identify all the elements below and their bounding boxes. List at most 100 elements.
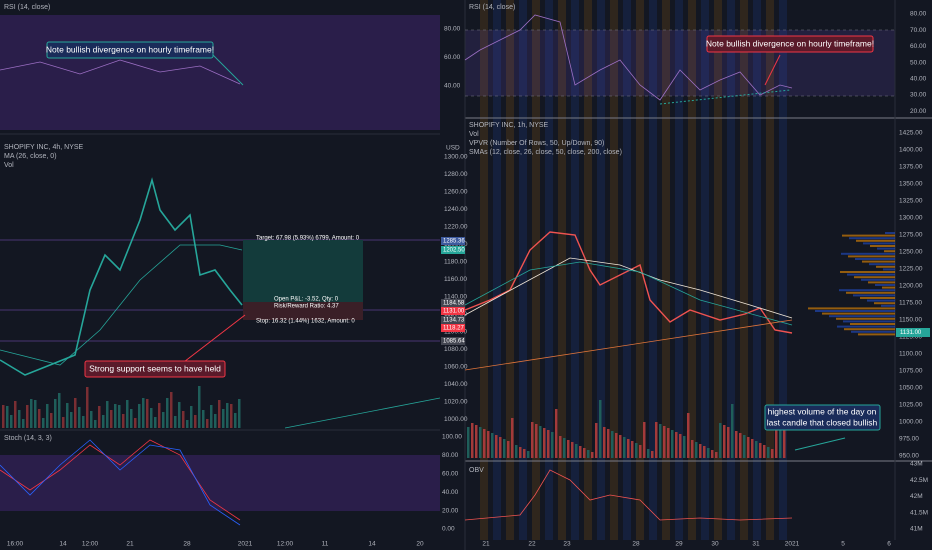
- volume-bar: [106, 401, 109, 428]
- stop-zone: [243, 302, 363, 320]
- axis-label: 1140.00: [444, 294, 467, 301]
- session-band: [649, 0, 657, 540]
- axis-label: 50.00: [910, 59, 927, 66]
- session-band: [688, 0, 696, 540]
- axis-label: 60.00: [442, 471, 459, 478]
- profile-row: [836, 317, 895, 320]
- volume-bar: [727, 427, 730, 458]
- volume-bar: [639, 445, 642, 458]
- volume-bar: [226, 403, 229, 428]
- profile-row: [885, 232, 895, 234]
- stoch-d: [0, 439, 241, 521]
- profile-row: [869, 263, 895, 266]
- session-band: [545, 0, 553, 540]
- volume-bar: [230, 404, 233, 428]
- profile-row: [853, 294, 895, 297]
- volume-bar: [198, 386, 201, 428]
- axis-label: 80.00: [442, 452, 459, 459]
- volume-bar: [178, 402, 181, 428]
- profile-row: [829, 315, 895, 318]
- annotation: highest volume of the day on: [768, 406, 877, 416]
- volume-bar: [663, 426, 666, 458]
- axis-label: 1400.00: [899, 147, 923, 154]
- volume-bar: [234, 413, 237, 428]
- profile-row: [882, 286, 895, 289]
- axis-label: 40.00: [444, 83, 461, 90]
- axis-label: 1175.00: [899, 300, 922, 307]
- price-badge-label: 1118.27: [443, 326, 464, 332]
- profile-row: [876, 265, 895, 268]
- note-arrow: [179, 314, 246, 366]
- volume-bar: [2, 405, 5, 428]
- volume-bar: [655, 422, 658, 458]
- axis-label: 1075.00: [899, 368, 923, 375]
- volume-bar: [783, 424, 786, 458]
- time-label: 14: [368, 541, 376, 548]
- volume-bar: [166, 398, 169, 428]
- axis-label: 1275.00: [899, 232, 923, 239]
- price-badge-label: 1131.00: [443, 309, 465, 315]
- volume-bar: [623, 437, 626, 458]
- volume-bar: [74, 398, 77, 428]
- profile-row: [808, 307, 895, 310]
- volume-bar: [22, 419, 25, 428]
- volume-bar: [719, 423, 722, 458]
- axis-label: 1000.00: [899, 419, 923, 426]
- time-label: 20: [416, 541, 424, 548]
- session-band: [753, 0, 761, 540]
- volume-bar: [214, 414, 217, 428]
- profile-row: [843, 320, 895, 323]
- volume-bar: [162, 412, 165, 428]
- callout-box: [706, 35, 874, 53]
- volume-bar: [691, 440, 694, 458]
- volume-bar: [643, 422, 646, 458]
- volume-bar: [515, 445, 518, 458]
- time-label: 29: [675, 541, 683, 548]
- time-label: 23: [563, 541, 571, 548]
- currency: USD: [446, 145, 460, 152]
- axis-label: 1300.00: [444, 154, 468, 161]
- axis-label: 1225.00: [899, 266, 923, 273]
- sma-line: [464, 257, 793, 319]
- volume-bar: [66, 403, 69, 428]
- volume-bar: [491, 433, 494, 458]
- time-label: 2021: [785, 541, 800, 548]
- axis-label: 1060.00: [444, 364, 468, 371]
- stop-label: Stop: 16.32 (1.44%) 1632, Amount: 0: [256, 319, 355, 325]
- indicator-label: Vol: [4, 162, 14, 169]
- axis-label: 20.00: [442, 507, 459, 514]
- volume-bar: [563, 438, 566, 458]
- callout-box: [46, 41, 214, 59]
- volume-bar: [659, 424, 662, 458]
- profile-row: [855, 258, 895, 260]
- volume-bar: [615, 433, 618, 458]
- price-badge-label: 1202.50: [443, 248, 465, 254]
- session-band: [571, 0, 579, 540]
- volume-bar: [671, 430, 674, 458]
- target-label: Target: 67.98 (5.93%) 6799, Amount: 0: [256, 236, 360, 242]
- volume-bar: [222, 409, 225, 428]
- axis-label: 1375.00: [899, 164, 923, 171]
- price-badge: [441, 316, 465, 324]
- time-label: 5: [841, 541, 845, 548]
- volume-bar: [539, 426, 542, 458]
- volume-bar: [735, 431, 738, 458]
- volume-bar: [711, 450, 714, 458]
- axis-label: 1050.00: [899, 385, 923, 392]
- volume-bar: [699, 444, 702, 458]
- volume-bar: [122, 414, 125, 428]
- volume-bar: [535, 424, 538, 458]
- axis-label: 40.00: [442, 489, 459, 496]
- price-badge: [441, 307, 465, 315]
- session-band: [766, 0, 774, 540]
- session-band: [727, 0, 735, 540]
- axis-label: 0.00: [442, 526, 455, 533]
- volume-bar: [619, 435, 622, 458]
- session-band: [584, 0, 592, 540]
- volume-bar: [102, 415, 105, 428]
- volume-bar: [775, 426, 778, 458]
- volume-bar: [523, 449, 526, 458]
- indicator-label: RSI (14, close): [4, 4, 50, 11]
- volume-bar: [703, 446, 706, 458]
